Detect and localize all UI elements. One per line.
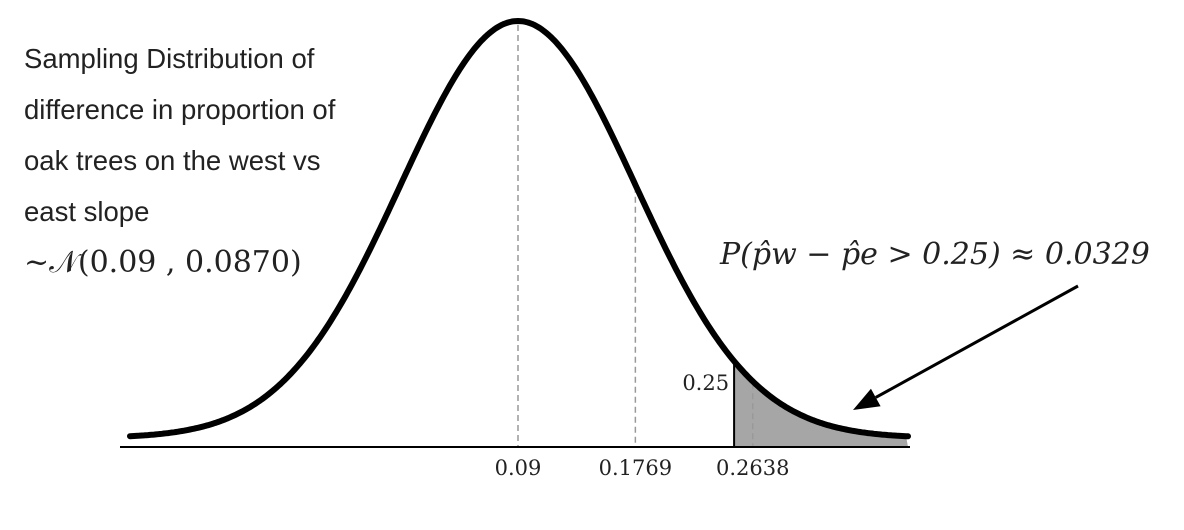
tick-label: 0.2638 (716, 456, 789, 480)
tick-label: 0.1769 (599, 456, 672, 480)
description-line-4: east slope (24, 196, 150, 227)
description-line-3: oak trees on the west vs (24, 145, 321, 176)
arrow-shaft (875, 284, 1079, 399)
arrow-head-icon (853, 388, 881, 410)
description-line-1: Sampling Distribution of (24, 43, 315, 74)
description-line-2: difference in proportion of (24, 94, 336, 125)
dashed-guide-lines (517, 25, 754, 447)
distribution-notation: ~𝒩(0.09 , 0.0870) (24, 245, 302, 280)
normal-curve (127, 18, 911, 440)
shaded-tail-area (734, 361, 908, 447)
threshold-label: 0.25 (682, 371, 729, 395)
tick-labels: 0.09 0.1769 0.2638 (495, 456, 790, 480)
probability-label: P(p̂w − p̂e > 0.25) ≈ 0.0329 (720, 237, 1150, 272)
tick-label: 0.09 (495, 456, 542, 480)
